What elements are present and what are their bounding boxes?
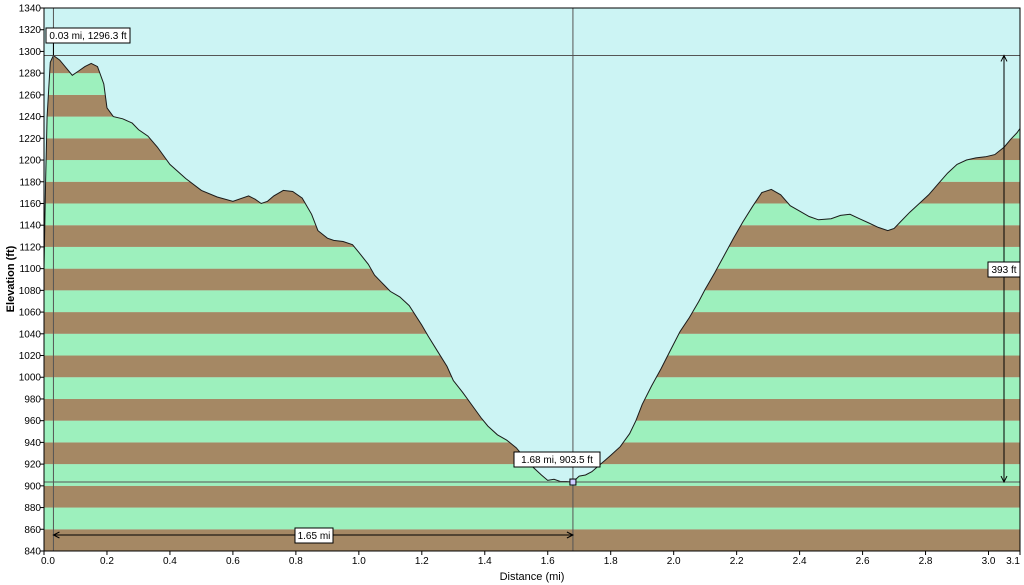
y-tick-label: 1140 [19, 221, 41, 232]
x-axis-ticks: 0.0 0.2 0.4 0.6 0.8 1.0 1.2 1.4 1.6 1.8 2.0 2.2 2.4 2… [41, 551, 1021, 567]
max-point-label-text: 0.03 mi, 1296.3 ft [49, 31, 126, 42]
y-tick-label: 1200 [19, 156, 42, 167]
callouts: 0.03 mi, 1296.3 ft 1.68 mi, 903.5 ft 1.65 … [45, 27, 1021, 544]
elevation-diff-label: 393 ft [987, 261, 1021, 278]
elevation-arrow-top [1000, 54, 1008, 62]
elevation-diff-label-box [987, 261, 1021, 278]
min-point-label-box [513, 451, 601, 468]
y-tick-label: 1000 [19, 373, 42, 384]
x-tick-label: 3.0 [982, 556, 996, 567]
y-tick-label: 1280 [19, 69, 42, 80]
x-tick-label: 1.2 [415, 556, 429, 567]
y-tick-label: 1040 [19, 329, 42, 340]
x-tick-label: 0.4 [163, 556, 177, 567]
x-tick-label: 1.4 [478, 556, 492, 567]
y-tick-label: 900 [24, 481, 41, 492]
min-point-marker [569, 478, 577, 486]
x-tick-label: 1.0 [352, 556, 366, 567]
y-tick-label: 1160 [19, 199, 41, 210]
max-point-label-box [45, 27, 131, 44]
elevation-band [44, 485, 1020, 508]
y-axis-ticks: 840 860 880 900 920 940 960 980 1000 1020 1040 1060… [19, 4, 44, 558]
x-tick-label: 0.8 [289, 556, 303, 567]
x-tick-label: 2.2 [730, 556, 744, 567]
elevation-diff-label-text: 393 ft [991, 265, 1016, 276]
y-tick-label: 1220 [19, 134, 42, 145]
y-tick-label: 1020 [19, 351, 42, 362]
x-tick-label: 0.0 [41, 556, 55, 567]
y-tick-label: 860 [24, 525, 41, 536]
y-tick-label: 920 [24, 460, 41, 471]
y-tick-label: 1340 [19, 4, 42, 15]
distance-label-text: 1.65 mi [298, 531, 331, 542]
y-tick-label: 1120 [19, 242, 41, 253]
elevation-band [44, 464, 1020, 486]
min-point-label: 1.68 mi, 903.5 ft [513, 451, 601, 468]
y-tick-label: 1100 [19, 264, 41, 275]
y-tick-label: 1240 [19, 112, 42, 123]
x-tick-label: 1.6 [541, 556, 555, 567]
x-tick-label: 1.8 [604, 556, 618, 567]
y-tick-label: 960 [24, 416, 41, 427]
y-tick-label: 1080 [19, 286, 42, 297]
elevation-band [44, 507, 1020, 530]
x-axis-title: Distance (mi) [500, 571, 565, 583]
y-tick-label: 1060 [19, 308, 42, 319]
x-tick-label: 2.0 [667, 556, 681, 567]
y-tick-label: 980 [24, 394, 41, 405]
x-tick-label: 0.2 [100, 556, 114, 567]
distance-arrow-right [566, 531, 575, 539]
y-tick-label: 1320 [19, 25, 42, 36]
x-tick-label: 2.4 [793, 556, 807, 567]
min-point-label-text: 1.68 mi, 903.5 ft [521, 455, 593, 466]
distance-label-box [294, 527, 334, 544]
x-tick-label: 2.6 [856, 556, 870, 567]
x-tick-label: 3.1 [1006, 556, 1020, 567]
max-point-label: 0.03 mi, 1296.3 ft [45, 27, 131, 44]
y-tick-label: 940 [24, 438, 41, 449]
y-tick-label: 1300 [19, 47, 42, 58]
y-tick-label: 1180 [19, 177, 41, 188]
distance-arrow-left [52, 531, 60, 539]
y-tick-label: 840 [24, 547, 41, 558]
elevation-band [44, 529, 1020, 551]
distance-label: 1.65 mi [294, 527, 334, 544]
plot-frame [43, 7, 1021, 552]
x-tick-label: 0.6 [226, 556, 240, 567]
x-tick-label: 2.8 [919, 556, 933, 567]
y-axis-title: Elevation (ft) [5, 245, 17, 312]
y-tick-label: 1260 [19, 90, 42, 101]
y-tick-label: 880 [24, 503, 41, 514]
elevation-arrow-bottom [1000, 475, 1008, 484]
